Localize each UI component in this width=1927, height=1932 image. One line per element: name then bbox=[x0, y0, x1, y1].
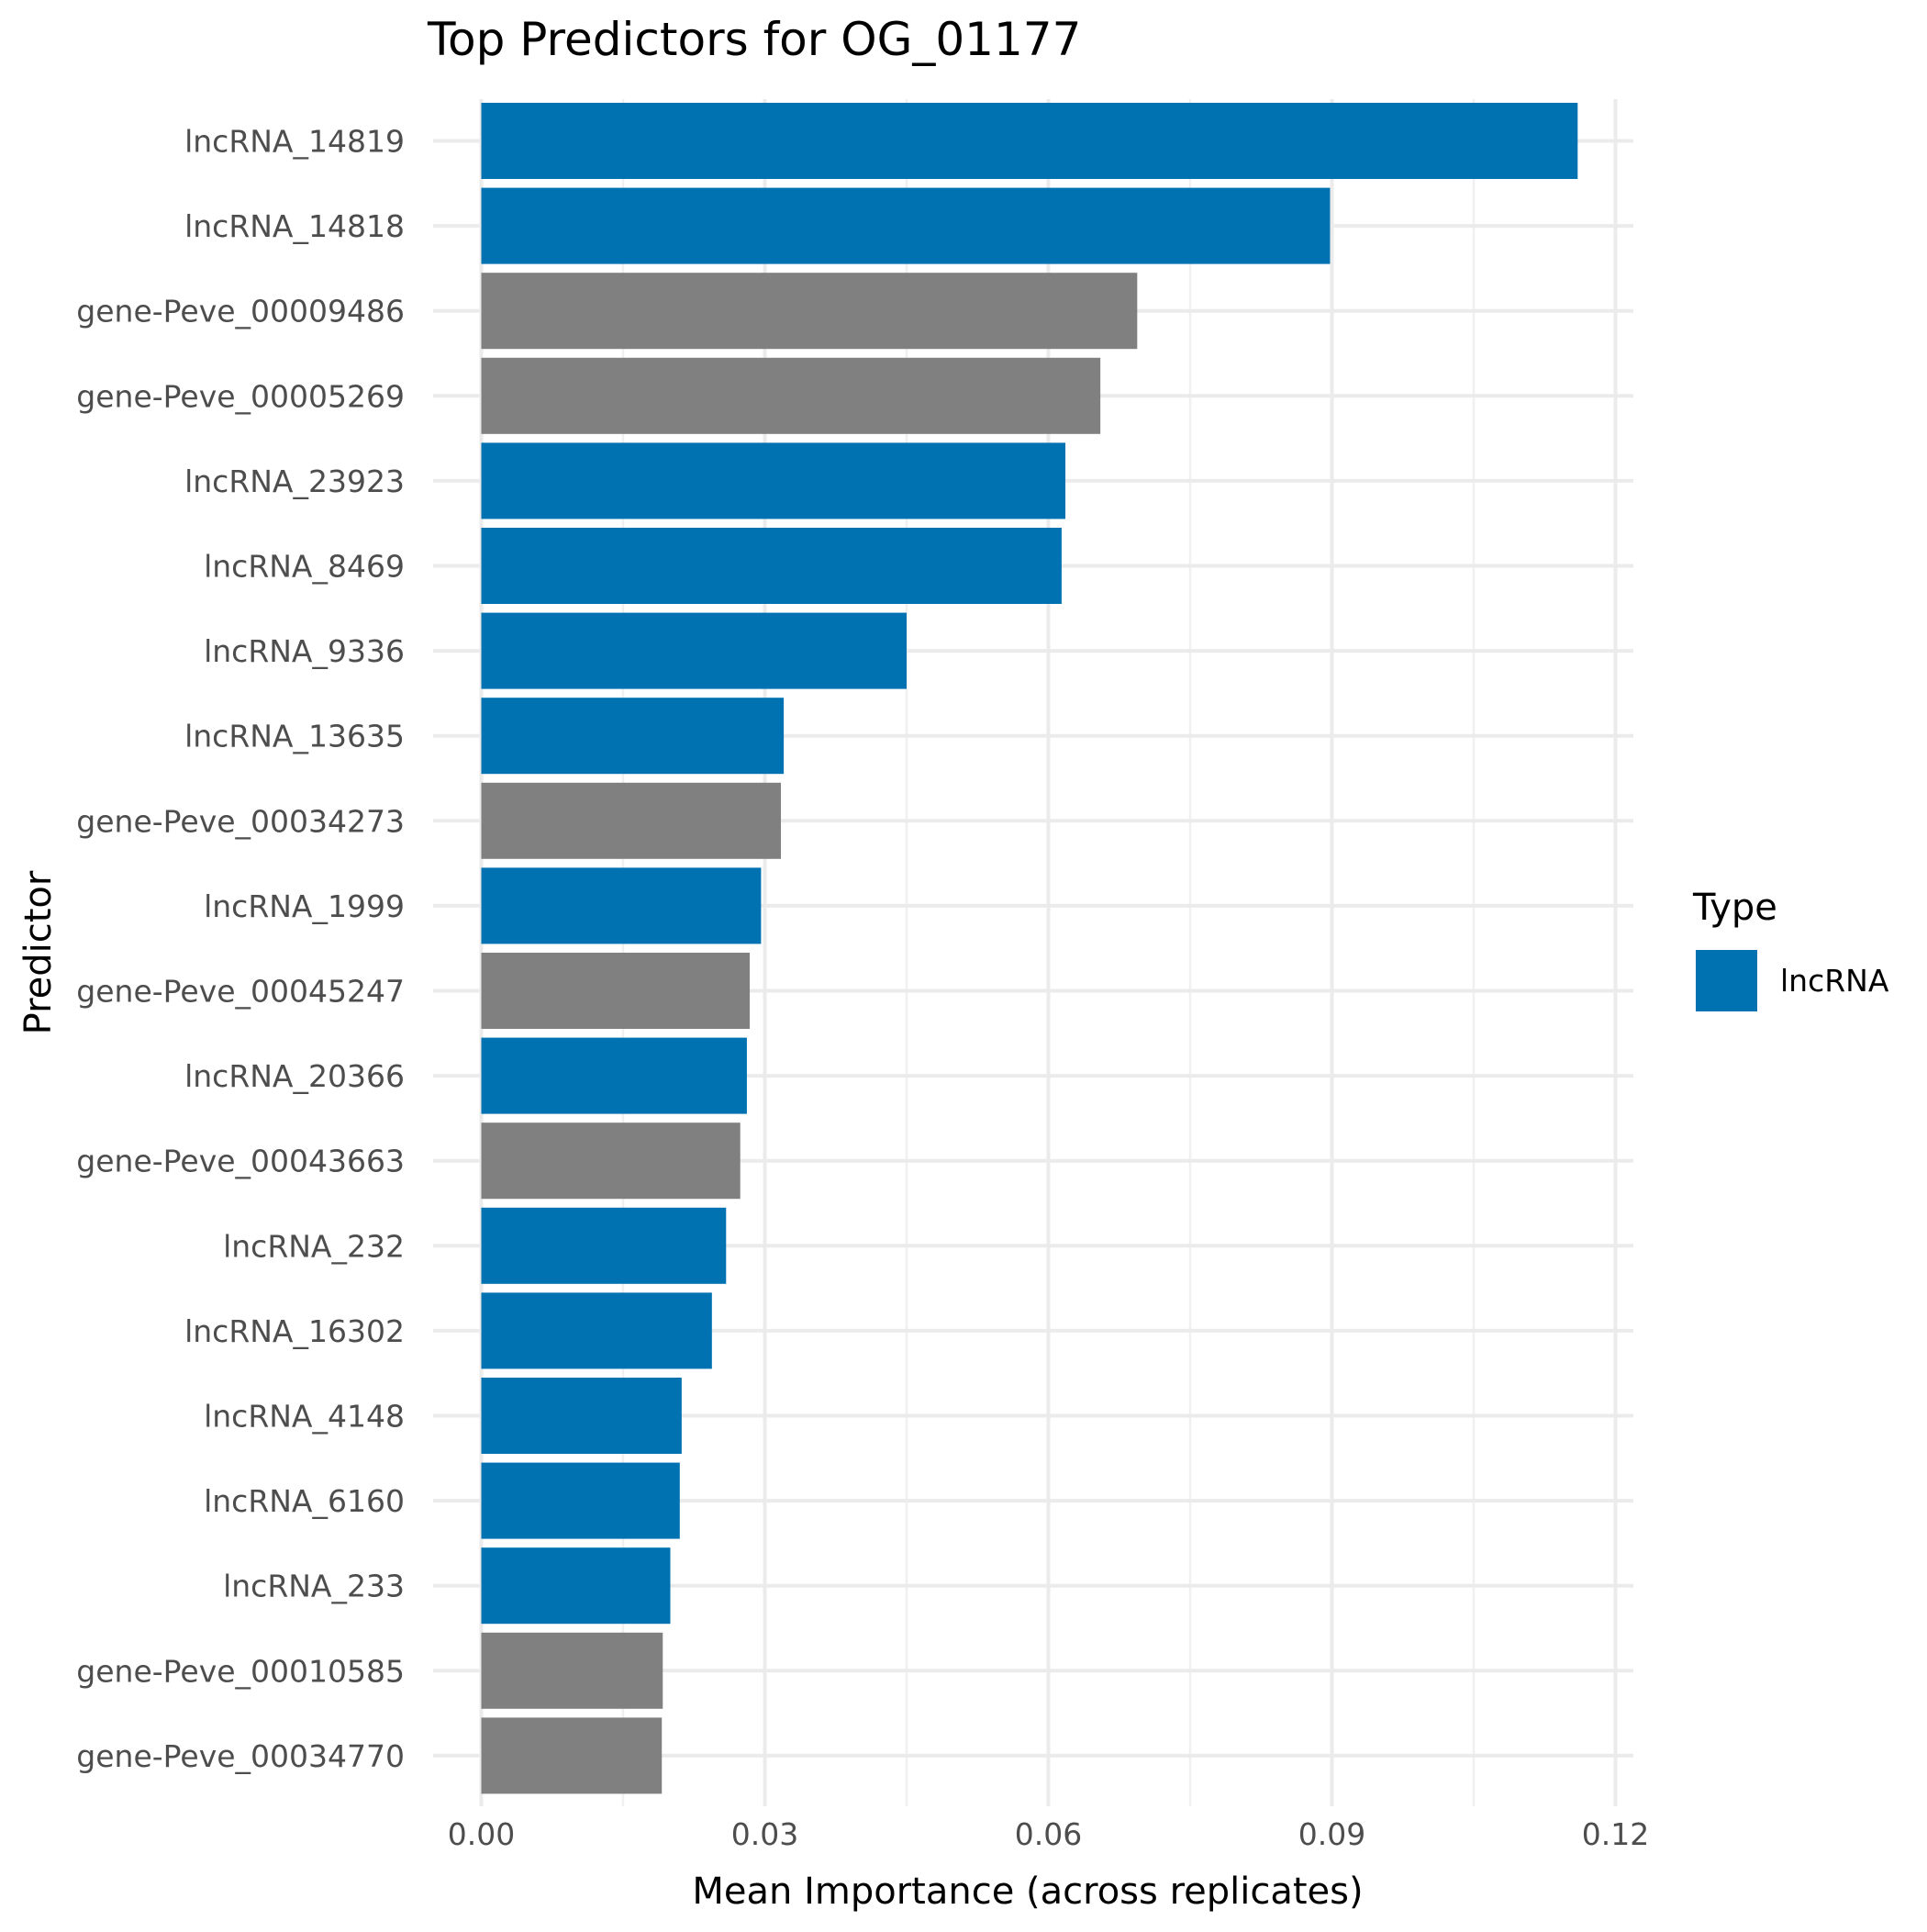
y-tick-label: lncRNA_16302 bbox=[184, 1313, 405, 1349]
bar-gene-peve_00034770 bbox=[481, 1717, 663, 1794]
bar-lncrna_1999 bbox=[481, 867, 762, 944]
x-tick-label: 0.12 bbox=[1582, 1816, 1649, 1852]
chart-title: Top Predictors for OG_01177 bbox=[427, 13, 1081, 66]
legend: Type lncRNA bbox=[1692, 887, 1889, 1011]
x-tick-label: 0.03 bbox=[731, 1816, 798, 1852]
y-tick-labels: lncRNA_14819 lncRNA_14818 gene-Peve_000094… bbox=[76, 124, 405, 1774]
y-axis-title: Predictor bbox=[17, 870, 60, 1034]
legend-title: Type bbox=[1692, 887, 1777, 929]
x-axis-title: Mean Importance (across replicates) bbox=[692, 1871, 1363, 1913]
x-tick-label: 0.06 bbox=[1015, 1816, 1082, 1852]
y-tick-label: lncRNA_20366 bbox=[184, 1058, 405, 1094]
y-tick-label: lncRNA_9336 bbox=[204, 633, 405, 669]
x-tick-labels: 0.00 0.03 0.06 0.09 0.12 bbox=[448, 1816, 1649, 1852]
bar-gene-peve_00005269 bbox=[481, 357, 1101, 434]
y-tick-label: lncRNA_232 bbox=[223, 1228, 405, 1264]
y-tick-label: lncRNA_8469 bbox=[204, 549, 405, 585]
legend-label-lncrna: lncRNA bbox=[1780, 963, 1889, 999]
bar-gene-peve_00045247 bbox=[481, 953, 751, 1029]
bar-lncrna_8469 bbox=[481, 528, 1062, 604]
bars bbox=[481, 103, 1578, 1794]
y-tick-label: gene-Peve_00005269 bbox=[76, 378, 405, 414]
bar-lncrna_23923 bbox=[481, 442, 1066, 519]
bar-lncrna_16302 bbox=[481, 1292, 712, 1369]
bar-lncrna_13635 bbox=[481, 698, 785, 775]
y-tick-label: lncRNA_233 bbox=[223, 1569, 405, 1604]
bar-lncrna_6160 bbox=[481, 1462, 680, 1539]
y-tick-label: lncRNA_4148 bbox=[204, 1399, 405, 1435]
legend-swatch-lncrna bbox=[1696, 950, 1757, 1011]
y-tick-label: lncRNA_6160 bbox=[204, 1483, 405, 1519]
x-tick-label: 0.00 bbox=[448, 1816, 515, 1852]
y-tick-label: gene-Peve_00043663 bbox=[76, 1144, 405, 1179]
y-tick-label: gene-Peve_00045247 bbox=[76, 974, 405, 1010]
y-tick-label: lncRNA_1999 bbox=[204, 888, 405, 924]
bar-gene-peve_00043663 bbox=[481, 1122, 741, 1200]
y-tick-label: gene-Peve_00034273 bbox=[76, 803, 405, 839]
y-tick-label: lncRNA_14818 bbox=[184, 208, 405, 244]
bar-lncrna_14819 bbox=[481, 103, 1578, 179]
x-tick-label: 0.09 bbox=[1298, 1816, 1365, 1852]
bar-lncrna_4148 bbox=[481, 1378, 682, 1454]
bar-gene-peve_00009486 bbox=[481, 273, 1138, 350]
bar-gene-peve_00010585 bbox=[481, 1632, 663, 1709]
bar-lncrna_233 bbox=[481, 1547, 671, 1625]
y-tick-label: gene-Peve_00010585 bbox=[76, 1653, 405, 1689]
bar-lncrna_14818 bbox=[481, 187, 1331, 264]
bar-lncrna_9336 bbox=[481, 612, 907, 689]
y-tick-label: lncRNA_14819 bbox=[184, 124, 405, 160]
bar-gene-peve_00034273 bbox=[481, 782, 782, 859]
y-tick-label: lncRNA_23923 bbox=[184, 463, 405, 499]
bar-lncrna_20366 bbox=[481, 1037, 747, 1114]
y-tick-label: gene-Peve_00009486 bbox=[76, 294, 405, 329]
y-tick-label: gene-Peve_00034770 bbox=[76, 1738, 405, 1774]
y-tick-label: lncRNA_13635 bbox=[184, 719, 405, 754]
bar-lncrna_232 bbox=[481, 1207, 727, 1284]
